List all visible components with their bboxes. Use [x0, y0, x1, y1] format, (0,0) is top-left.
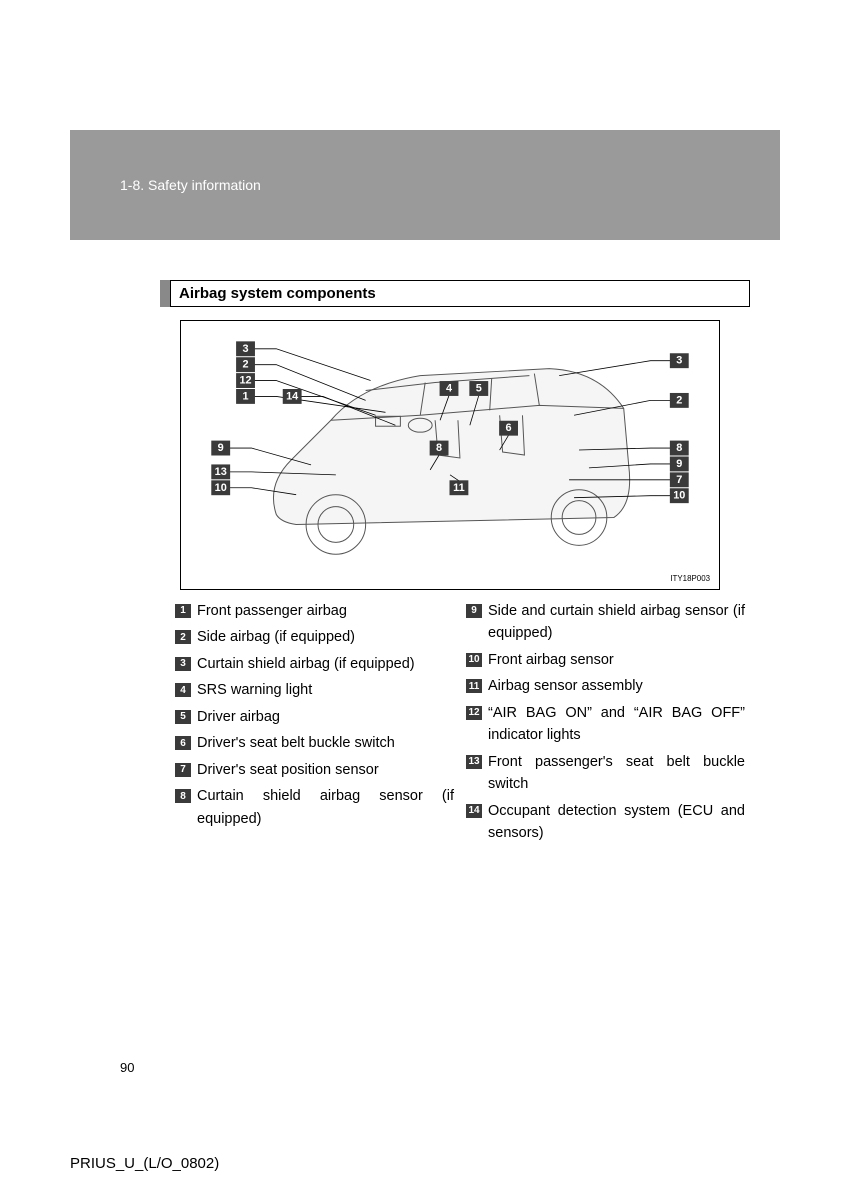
- legend-text: Occupant detection system (ECU and senso…: [488, 800, 745, 845]
- title-accent: [160, 280, 170, 307]
- legend-text: Front airbag sensor: [488, 649, 745, 671]
- legend-text: Curtain shield airbag (if equipped): [197, 653, 454, 675]
- section-breadcrumb: 1-8. Safety information: [120, 177, 261, 193]
- legend-item: 3 Curtain shield airbag (if equipped): [175, 653, 454, 675]
- legend-item: 5 Driver airbag: [175, 706, 454, 728]
- svg-text:3: 3: [242, 343, 248, 355]
- legend-badge: 14: [466, 804, 482, 818]
- section-title: Airbag system components: [160, 280, 750, 307]
- page-number: 90: [120, 1060, 134, 1075]
- legend: 1 Front passenger airbag 2 Side airbag (if …: [175, 600, 745, 849]
- legend-badge: 8: [175, 789, 191, 803]
- legend-badge: 4: [175, 683, 191, 697]
- svg-text:5: 5: [476, 382, 482, 394]
- legend-text: Side and curtain shield airbag sensor (i…: [488, 600, 745, 645]
- legend-item: 12 “AIR BAG ON” and “AIR BAG OFF” indicat…: [466, 702, 745, 747]
- legend-badge: 6: [175, 736, 191, 750]
- legend-text: Driver's seat belt buckle switch: [197, 732, 454, 754]
- svg-text:6: 6: [506, 422, 512, 434]
- legend-badge: 9: [466, 604, 482, 618]
- legend-badge: 12: [466, 706, 482, 720]
- svg-text:9: 9: [218, 442, 224, 454]
- svg-text:8: 8: [436, 442, 442, 454]
- legend-item: 4 SRS warning light: [175, 679, 454, 701]
- svg-text:10: 10: [673, 490, 685, 502]
- legend-item: 10 Front airbag sensor: [466, 649, 745, 671]
- legend-badge: 2: [175, 630, 191, 644]
- section-title-text: Airbag system components: [170, 280, 750, 307]
- airbag-diagram: 3 2 12 1 14 9 13 10 4 5 8 6 11 3 2 8 9 7 10 ITY18P003: [180, 320, 720, 590]
- legend-badge: 3: [175, 657, 191, 671]
- legend-item: 7 Driver's seat position sensor: [175, 759, 454, 781]
- header-bar: 1-8. Safety information: [70, 130, 780, 240]
- legend-badge: 5: [175, 710, 191, 724]
- legend-text: Driver's seat position sensor: [197, 759, 454, 781]
- legend-badge: 1: [175, 604, 191, 618]
- legend-text: “AIR BAG ON” and “AIR BAG OFF” indicator…: [488, 702, 745, 747]
- legend-text: Curtain shield airbag sensor (if equippe…: [197, 785, 454, 830]
- legend-item: 13 Front passenger's seat belt buckle swi…: [466, 751, 745, 796]
- legend-item: 6 Driver's seat belt buckle switch: [175, 732, 454, 754]
- legend-item: 8 Curtain shield airbag sensor (if equipp…: [175, 785, 454, 830]
- legend-text: Front passenger airbag: [197, 600, 454, 622]
- svg-text:8: 8: [676, 442, 682, 454]
- svg-text:9: 9: [676, 458, 682, 470]
- svg-text:4: 4: [446, 382, 452, 394]
- svg-text:2: 2: [676, 394, 682, 406]
- svg-text:1: 1: [242, 390, 248, 402]
- legend-col-left: 1 Front passenger airbag 2 Side airbag (if …: [175, 600, 454, 849]
- svg-text:3: 3: [676, 355, 682, 367]
- footer-code: PRIUS_U_(L/O_0802): [70, 1155, 219, 1172]
- legend-badge: 7: [175, 763, 191, 777]
- car-diagram-svg: 3 2 12 1 14 9 13 10 4 5 8 6 11 3 2 8 9 7 10 ITY18P003: [181, 321, 719, 589]
- legend-item: 2 Side airbag (if equipped): [175, 626, 454, 648]
- svg-text:13: 13: [215, 466, 227, 478]
- legend-badge: 13: [466, 755, 482, 769]
- image-code: ITY18P003: [670, 574, 710, 583]
- legend-badge: 10: [466, 653, 482, 667]
- legend-item: 11 Airbag sensor assembly: [466, 675, 745, 697]
- svg-text:7: 7: [676, 474, 682, 486]
- legend-text: Airbag sensor assembly: [488, 675, 745, 697]
- legend-text: Driver airbag: [197, 706, 454, 728]
- legend-text: Front passenger's seat belt buckle switc…: [488, 751, 745, 796]
- legend-item: 9 Side and curtain shield airbag sensor (…: [466, 600, 745, 645]
- svg-text:12: 12: [239, 375, 251, 387]
- svg-text:2: 2: [242, 359, 248, 371]
- legend-col-right: 9 Side and curtain shield airbag sensor (…: [466, 600, 745, 849]
- legend-item: 1 Front passenger airbag: [175, 600, 454, 622]
- legend-text: Side airbag (if equipped): [197, 626, 454, 648]
- legend-badge: 11: [466, 679, 482, 693]
- svg-text:11: 11: [453, 482, 465, 494]
- svg-text:10: 10: [215, 482, 227, 494]
- legend-item: 14 Occupant detection system (ECU and sen…: [466, 800, 745, 845]
- legend-text: SRS warning light: [197, 679, 454, 701]
- svg-text:14: 14: [286, 390, 298, 402]
